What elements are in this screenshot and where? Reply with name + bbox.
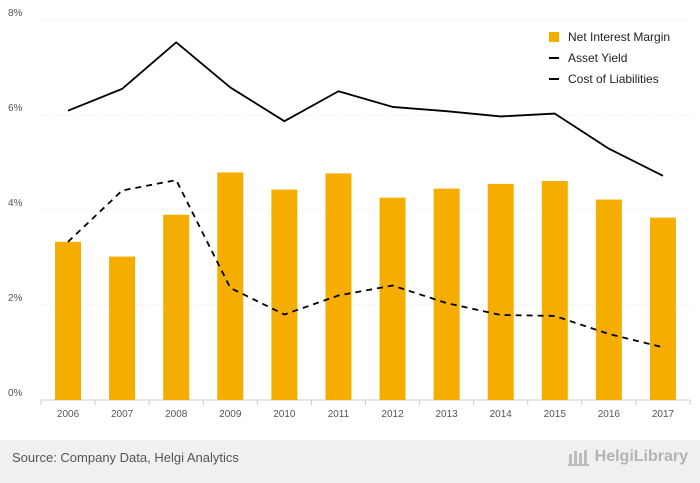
x-tick-label: 2006 bbox=[57, 409, 80, 420]
y-tick-label: 8% bbox=[8, 8, 23, 19]
x-tick-label: 2010 bbox=[273, 409, 296, 420]
bar-net-interest-margin bbox=[433, 188, 460, 400]
legend: Net Interest Margin Asset Yield Cost of … bbox=[549, 26, 670, 89]
x-tick-label: 2009 bbox=[219, 409, 242, 420]
library-icon bbox=[567, 450, 589, 466]
x-tick-label: 2012 bbox=[381, 409, 404, 420]
x-tick-label: 2013 bbox=[436, 409, 459, 420]
legend-label-nim: Net Interest Margin bbox=[568, 29, 671, 44]
bar-net-interest-margin bbox=[109, 256, 136, 400]
x-tick-label: 2014 bbox=[490, 409, 513, 420]
legend-label-asset-yield: Asset Yield bbox=[568, 50, 628, 65]
legend-item-cost-of-liabilities: Cost of Liabilities bbox=[549, 68, 670, 89]
legend-item-nim: Net Interest Margin bbox=[549, 26, 670, 47]
bar-net-interest-margin bbox=[55, 241, 82, 400]
x-tick-label: 2017 bbox=[652, 409, 675, 420]
bar-net-interest-margin bbox=[271, 189, 298, 400]
bar-net-interest-margin bbox=[649, 217, 676, 400]
logo-text: HelgiLibrary bbox=[594, 448, 688, 465]
x-tick-label: 2016 bbox=[598, 409, 621, 420]
bar-net-interest-margin bbox=[541, 181, 568, 400]
y-tick-label: 4% bbox=[8, 198, 23, 209]
chart: 0% 2% 4% 6% 8% 2006 2007 2008 2009 2010 2011 2012 20… bbox=[8, 8, 691, 420]
x-tick-label: 2011 bbox=[328, 409, 350, 420]
y-tick-label: 2% bbox=[8, 293, 23, 304]
footer: Source: Company Data, Helgi Analytics He… bbox=[0, 440, 700, 483]
x-tick-label: 2007 bbox=[111, 409, 134, 420]
line-cost-of-liabilities bbox=[67, 179, 664, 349]
line-asset-yield bbox=[67, 41, 664, 177]
bar-net-interest-margin bbox=[487, 183, 514, 400]
x-tick-label: 2015 bbox=[544, 409, 567, 420]
legend-label-cost-of-liabilities: Cost of Liabilities bbox=[568, 71, 659, 86]
legend-item-asset-yield: Asset Yield bbox=[549, 47, 670, 68]
bar-net-interest-margin bbox=[163, 214, 190, 400]
bar-net-interest-margin bbox=[217, 172, 244, 400]
y-tick-label: 0% bbox=[8, 388, 23, 399]
legend-dash-cost-of-liabilities bbox=[549, 77, 559, 80]
legend-line-asset-yield bbox=[549, 56, 559, 59]
helgi-library-logo[interactable]: HelgiLibrary bbox=[567, 448, 688, 466]
bar-net-interest-margin bbox=[379, 197, 406, 400]
y-tick-label: 6% bbox=[8, 103, 23, 114]
bar-net-interest-margin bbox=[325, 173, 352, 400]
bar-net-interest-margin bbox=[595, 199, 622, 400]
x-tick-label: 2008 bbox=[165, 409, 188, 420]
legend-swatch-nim bbox=[549, 31, 559, 42]
source-text: Source: Company Data, Helgi Analytics bbox=[12, 450, 239, 465]
